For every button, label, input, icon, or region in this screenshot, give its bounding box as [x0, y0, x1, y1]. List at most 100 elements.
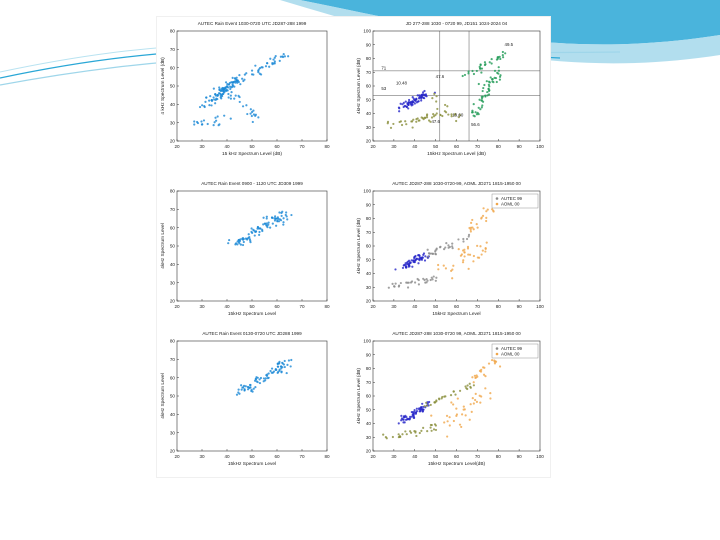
data-point — [451, 242, 454, 245]
data-point — [258, 378, 261, 381]
y-tick-label: 50 — [366, 257, 372, 262]
data-point — [283, 55, 286, 58]
data-point — [398, 107, 401, 110]
data-point — [487, 93, 491, 96]
x-tick-label: 40 — [412, 304, 418, 309]
data-point — [410, 259, 413, 262]
data-point — [416, 117, 419, 120]
data-point — [469, 226, 473, 229]
data-point — [227, 92, 230, 96]
data-point — [387, 286, 390, 289]
data-point — [273, 62, 276, 65]
data-point — [474, 392, 477, 395]
data-point — [424, 94, 427, 97]
x-tick-label: 100 — [536, 304, 544, 309]
data-point — [467, 72, 470, 75]
data-point — [458, 389, 462, 392]
data-point — [404, 430, 407, 433]
data-point — [495, 58, 499, 61]
y-tick-label: 80 — [366, 216, 372, 221]
data-point — [493, 359, 496, 362]
data-point — [460, 413, 464, 416]
data-point — [277, 220, 281, 223]
data-point — [218, 88, 221, 91]
data-point — [398, 110, 401, 113]
data-point — [420, 258, 424, 261]
y-tick-label: 30 — [170, 280, 176, 285]
data-point — [479, 370, 483, 373]
data-point — [462, 237, 465, 241]
data-point — [237, 94, 240, 97]
x-tick-label: 90 — [517, 144, 523, 149]
y-tick-label: 50 — [366, 97, 372, 102]
data-point — [206, 122, 209, 126]
x-tick-label: 70 — [475, 144, 481, 149]
y-tick-label: 50 — [366, 407, 372, 412]
y-tick-label: 70 — [170, 357, 176, 362]
data-point — [464, 414, 467, 417]
data-point — [269, 369, 272, 373]
data-point — [252, 387, 255, 390]
data-point — [457, 238, 460, 241]
data-point — [231, 76, 234, 79]
data-point — [259, 227, 262, 230]
data-point — [484, 375, 487, 378]
data-point — [227, 96, 230, 99]
data-point — [469, 230, 472, 233]
data-point — [246, 385, 249, 389]
data-point — [446, 420, 449, 423]
data-point — [447, 244, 450, 247]
y-tick-label: 50 — [170, 244, 176, 249]
data-point — [417, 278, 420, 282]
x-tick-label: 20 — [174, 454, 180, 459]
data-point — [497, 66, 500, 69]
data-point — [450, 113, 453, 116]
data-point — [203, 105, 206, 109]
data-point — [490, 358, 494, 362]
data-point — [457, 248, 460, 251]
data-point — [435, 100, 438, 103]
x-tick-label: 30 — [199, 144, 205, 149]
data-point — [272, 58, 275, 61]
data-point — [482, 366, 485, 369]
chart-svg: AUTEC Rain Event 1030-0720 UTC JD287-288… — [160, 21, 330, 157]
data-point — [487, 362, 491, 365]
data-point — [405, 261, 409, 264]
data-point — [216, 97, 219, 101]
data-point — [257, 116, 260, 119]
x-tick-label: 80 — [496, 144, 502, 149]
data-point — [249, 386, 252, 389]
data-point — [471, 397, 474, 400]
data-point — [282, 52, 285, 56]
x-axis-label: 15kHz Spectrum Level — [228, 461, 276, 467]
data-point — [478, 98, 481, 101]
data-point — [430, 429, 433, 432]
data-point — [265, 217, 268, 220]
plot-e: AUTEC Rain Event 0130-0720 UTC JD288 199… — [157, 327, 337, 477]
data-point — [265, 374, 269, 378]
data-point — [258, 72, 261, 75]
data-point — [247, 233, 250, 236]
figure-panel: AUTEC Rain Event 1030-0720 UTC JD287-288… — [157, 17, 550, 477]
data-point — [397, 433, 400, 436]
data-point — [407, 98, 411, 102]
data-point — [400, 123, 404, 127]
data-point — [270, 367, 274, 370]
data-point — [272, 370, 276, 373]
y-tick-label: 60 — [170, 375, 176, 380]
data-point — [287, 359, 291, 362]
data-point — [281, 55, 285, 59]
data-point — [484, 95, 487, 98]
data-point — [430, 116, 434, 119]
y-tick-label: 20 — [366, 299, 372, 304]
data-point — [485, 216, 488, 220]
data-point — [475, 222, 478, 226]
data-point — [480, 67, 484, 70]
data-point — [502, 56, 505, 59]
data-point — [230, 91, 233, 94]
data-point — [442, 264, 445, 267]
data-point — [434, 428, 438, 432]
x-tick-label: 30 — [391, 144, 397, 149]
data-point — [229, 87, 232, 91]
